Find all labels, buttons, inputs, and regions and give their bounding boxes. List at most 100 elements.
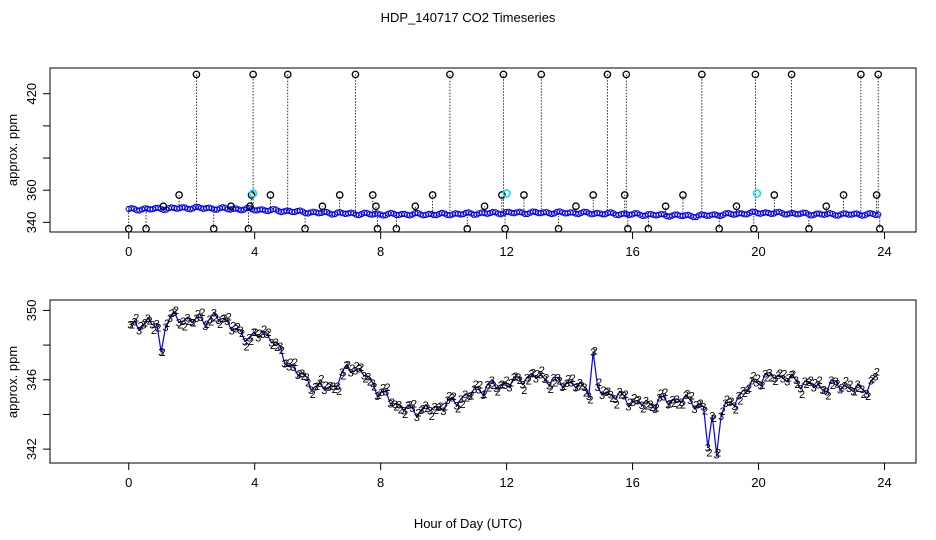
series-2-point: 2 xyxy=(208,316,214,328)
series-2-point: 2 xyxy=(808,375,814,387)
series-3-point: 3 xyxy=(132,316,138,328)
series-3-point: 3 xyxy=(533,373,539,385)
series-2-point: 2 xyxy=(596,377,602,389)
spike-point xyxy=(318,202,327,211)
x-tick-label: 20 xyxy=(751,475,765,490)
series-2-point: 2 xyxy=(459,399,465,411)
series-2-point: 2 xyxy=(865,391,871,403)
series-2-point: 2 xyxy=(715,448,721,460)
series-3-point: 3 xyxy=(431,402,437,414)
series-3-point: 3 xyxy=(647,399,653,411)
series-3-point: 3 xyxy=(436,402,442,414)
spike-point xyxy=(624,224,632,233)
series-3-point: 3 xyxy=(634,395,640,407)
series-2-point: 2 xyxy=(160,347,166,359)
series-2-point: 2 xyxy=(512,371,518,383)
main-point xyxy=(826,210,834,217)
spike-point xyxy=(537,70,546,79)
series-3-point: 3 xyxy=(379,387,385,399)
series-2-point: 2 xyxy=(526,376,532,388)
series-2-point: 2 xyxy=(393,402,399,414)
spike-point xyxy=(787,70,796,79)
main-point xyxy=(379,212,387,219)
bottom-series-line xyxy=(129,310,876,455)
series-3-point: 3 xyxy=(550,372,556,384)
spike-point xyxy=(520,191,528,199)
spike-point xyxy=(822,202,831,211)
series-2-point: 2 xyxy=(495,386,501,398)
spike-point xyxy=(266,191,275,199)
series-2-point: 2 xyxy=(146,315,152,327)
series-3-point: 3 xyxy=(211,307,217,319)
series-3-point: 3 xyxy=(833,376,839,388)
series-2-point: 2 xyxy=(521,385,527,397)
series-3-point: 3 xyxy=(559,382,565,394)
series-2-point: 2 xyxy=(217,319,223,331)
series-2-point: 2 xyxy=(464,393,470,405)
main-point xyxy=(484,210,491,217)
top-spike-points xyxy=(124,70,884,233)
series-2-point: 2 xyxy=(777,368,783,380)
spike-point xyxy=(620,191,629,199)
bottom-series-2-points: 2222222222222222222222222222222222222222… xyxy=(129,305,880,460)
spike-point xyxy=(192,70,201,79)
series-3-point: 3 xyxy=(471,384,477,396)
series-3-point: 3 xyxy=(136,325,142,337)
series-2-point: 2 xyxy=(702,405,708,417)
spike-point xyxy=(392,224,401,233)
series-2-point: 2 xyxy=(345,359,351,371)
series-2-point: 2 xyxy=(429,411,435,423)
spike-point xyxy=(874,70,883,79)
series-3-point: 3 xyxy=(370,378,376,390)
cyan-point xyxy=(248,189,258,198)
spike-point xyxy=(622,70,631,79)
series-3-point: 3 xyxy=(595,382,601,394)
series-2-point: 2 xyxy=(296,368,302,380)
series-3-point: 3 xyxy=(387,399,393,411)
series-3-point: 3 xyxy=(334,381,340,393)
series-2-point: 2 xyxy=(711,413,717,425)
series-3-point: 3 xyxy=(295,370,301,382)
x-tick-label: 24 xyxy=(877,475,891,490)
series-2-point: 2 xyxy=(671,398,677,410)
series-3-point: 3 xyxy=(251,327,257,339)
series-3-point: 3 xyxy=(793,375,799,387)
series-3-point: 3 xyxy=(771,373,777,385)
series-2-point: 2 xyxy=(230,321,236,333)
series-3-point: 3 xyxy=(846,383,852,395)
y-tick-label: 360 xyxy=(24,179,39,201)
series-2-point: 2 xyxy=(332,384,338,396)
series-3-point: 3 xyxy=(453,400,459,412)
main-point xyxy=(160,206,167,214)
series-2-point: 2 xyxy=(270,340,276,352)
series-2-point: 2 xyxy=(314,381,320,393)
series-3-point: 3 xyxy=(484,379,490,391)
series-3-point: 3 xyxy=(330,381,336,393)
series-2-point: 2 xyxy=(499,379,505,391)
series-2-point: 2 xyxy=(799,389,805,401)
main-point xyxy=(867,209,874,217)
series-2-point: 2 xyxy=(517,375,523,387)
series-3-point: 3 xyxy=(383,387,389,399)
series-3-point: 3 xyxy=(546,381,552,393)
spike-point xyxy=(498,191,506,199)
series-3-point: 3 xyxy=(603,387,609,399)
series-2-point: 2 xyxy=(177,320,183,332)
main-point xyxy=(580,208,587,215)
spike-point xyxy=(124,224,133,233)
series-3-point: 3 xyxy=(753,377,759,389)
spike-point xyxy=(351,70,360,79)
series-2-point: 2 xyxy=(556,376,562,388)
series-3-point: 3 xyxy=(237,325,243,337)
series-3-point: 3 xyxy=(586,391,592,403)
series-2-point: 2 xyxy=(138,320,144,332)
spike-point xyxy=(301,224,309,233)
series-3-point: 3 xyxy=(423,400,429,412)
series-2-point: 2 xyxy=(561,381,567,393)
series-2-point: 2 xyxy=(649,402,655,414)
series-3-point: 3 xyxy=(564,378,570,390)
series-3-point: 3 xyxy=(841,381,847,393)
series-2-point: 2 xyxy=(742,388,748,400)
series-2-point: 2 xyxy=(592,346,598,358)
